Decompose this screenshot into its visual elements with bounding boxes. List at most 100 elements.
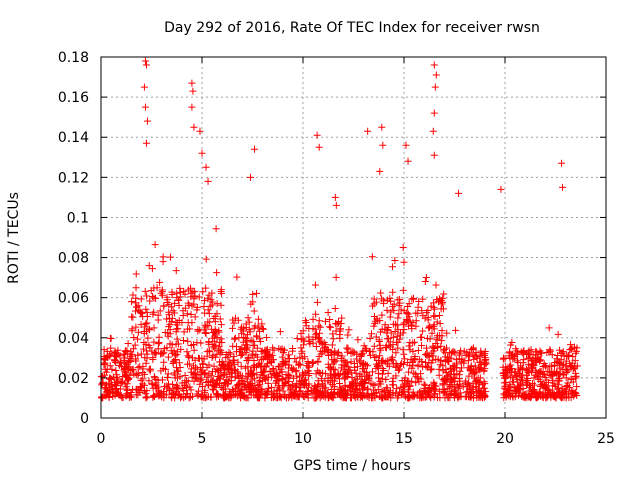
data-point <box>301 393 309 401</box>
data-point <box>205 338 213 346</box>
data-point <box>560 361 568 369</box>
data-point <box>428 349 436 357</box>
data-point <box>378 375 386 383</box>
data-point <box>399 321 407 329</box>
data-point <box>182 392 190 400</box>
data-point <box>517 348 525 356</box>
data-point <box>426 392 434 400</box>
data-point <box>203 393 211 401</box>
data-point <box>268 391 276 399</box>
data-point <box>185 394 193 402</box>
data-point <box>152 376 160 384</box>
data-point <box>347 358 355 366</box>
data-point <box>482 356 490 364</box>
data-point <box>217 286 225 294</box>
data-point <box>216 338 224 346</box>
data-point <box>447 375 455 383</box>
data-point <box>377 346 385 354</box>
data-point <box>525 387 533 395</box>
data-point <box>415 298 423 306</box>
y-tick-label: 0.06 <box>58 291 89 307</box>
data-point <box>252 332 260 340</box>
data-point <box>168 341 176 349</box>
data-point <box>327 371 335 379</box>
data-point <box>208 341 216 349</box>
data-point <box>170 385 178 393</box>
data-point <box>128 365 136 373</box>
data-point <box>375 336 383 344</box>
x-tick-label: 5 <box>198 431 207 447</box>
data-point <box>350 360 358 368</box>
data-point <box>399 346 407 354</box>
data-point <box>382 344 390 352</box>
data-point <box>270 371 278 379</box>
data-point <box>152 294 160 302</box>
data-point <box>248 370 256 378</box>
data-point <box>176 284 184 292</box>
data-point <box>266 350 274 358</box>
data-point <box>166 314 174 322</box>
data-point <box>205 361 213 369</box>
data-point <box>387 329 395 337</box>
data-point <box>322 370 330 378</box>
data-point <box>383 335 391 343</box>
data-point <box>442 368 450 376</box>
data-point <box>299 381 307 389</box>
data-point <box>343 390 351 398</box>
data-point <box>481 393 489 401</box>
data-point <box>433 296 441 304</box>
data-point <box>400 350 408 358</box>
data-point <box>354 336 362 344</box>
data-point <box>176 364 184 372</box>
data-point <box>553 355 561 363</box>
data-point <box>439 389 447 397</box>
data-point <box>246 388 254 396</box>
data-point <box>399 244 407 252</box>
data-point <box>233 273 241 281</box>
data-point <box>344 344 352 352</box>
data-point <box>190 346 198 354</box>
data-point <box>230 356 238 364</box>
data-point <box>242 324 250 332</box>
data-point <box>128 298 136 306</box>
data-point <box>398 377 406 385</box>
data-point <box>313 298 321 306</box>
data-point <box>430 61 438 69</box>
data-point <box>131 299 139 307</box>
data-point <box>291 389 299 397</box>
data-point <box>155 339 163 347</box>
data-point <box>162 365 170 373</box>
data-point <box>466 366 474 374</box>
data-point <box>142 320 150 328</box>
data-point <box>432 382 440 390</box>
data-point <box>287 364 295 372</box>
data-point <box>304 362 312 370</box>
data-point <box>212 341 220 349</box>
data-point <box>209 385 217 393</box>
data-point <box>315 352 323 360</box>
data-point <box>380 366 388 374</box>
data-point <box>352 385 360 393</box>
data-point <box>338 314 346 322</box>
data-point <box>374 317 382 325</box>
data-point <box>199 288 207 296</box>
data-point <box>342 389 350 397</box>
data-point <box>259 367 267 375</box>
data-point <box>455 189 463 197</box>
data-point <box>218 361 226 369</box>
data-point <box>381 321 389 329</box>
data-point <box>430 323 438 331</box>
data-point <box>409 294 417 302</box>
data-point <box>190 295 198 303</box>
data-point <box>329 330 337 338</box>
data-point <box>132 323 140 331</box>
data-point <box>367 330 375 338</box>
data-point <box>164 332 172 340</box>
data-point <box>194 327 202 335</box>
data-point <box>281 392 289 400</box>
data-point <box>529 388 537 396</box>
data-point <box>396 299 404 307</box>
data-point <box>400 326 408 333</box>
data-point <box>142 61 150 69</box>
data-point <box>350 392 358 400</box>
